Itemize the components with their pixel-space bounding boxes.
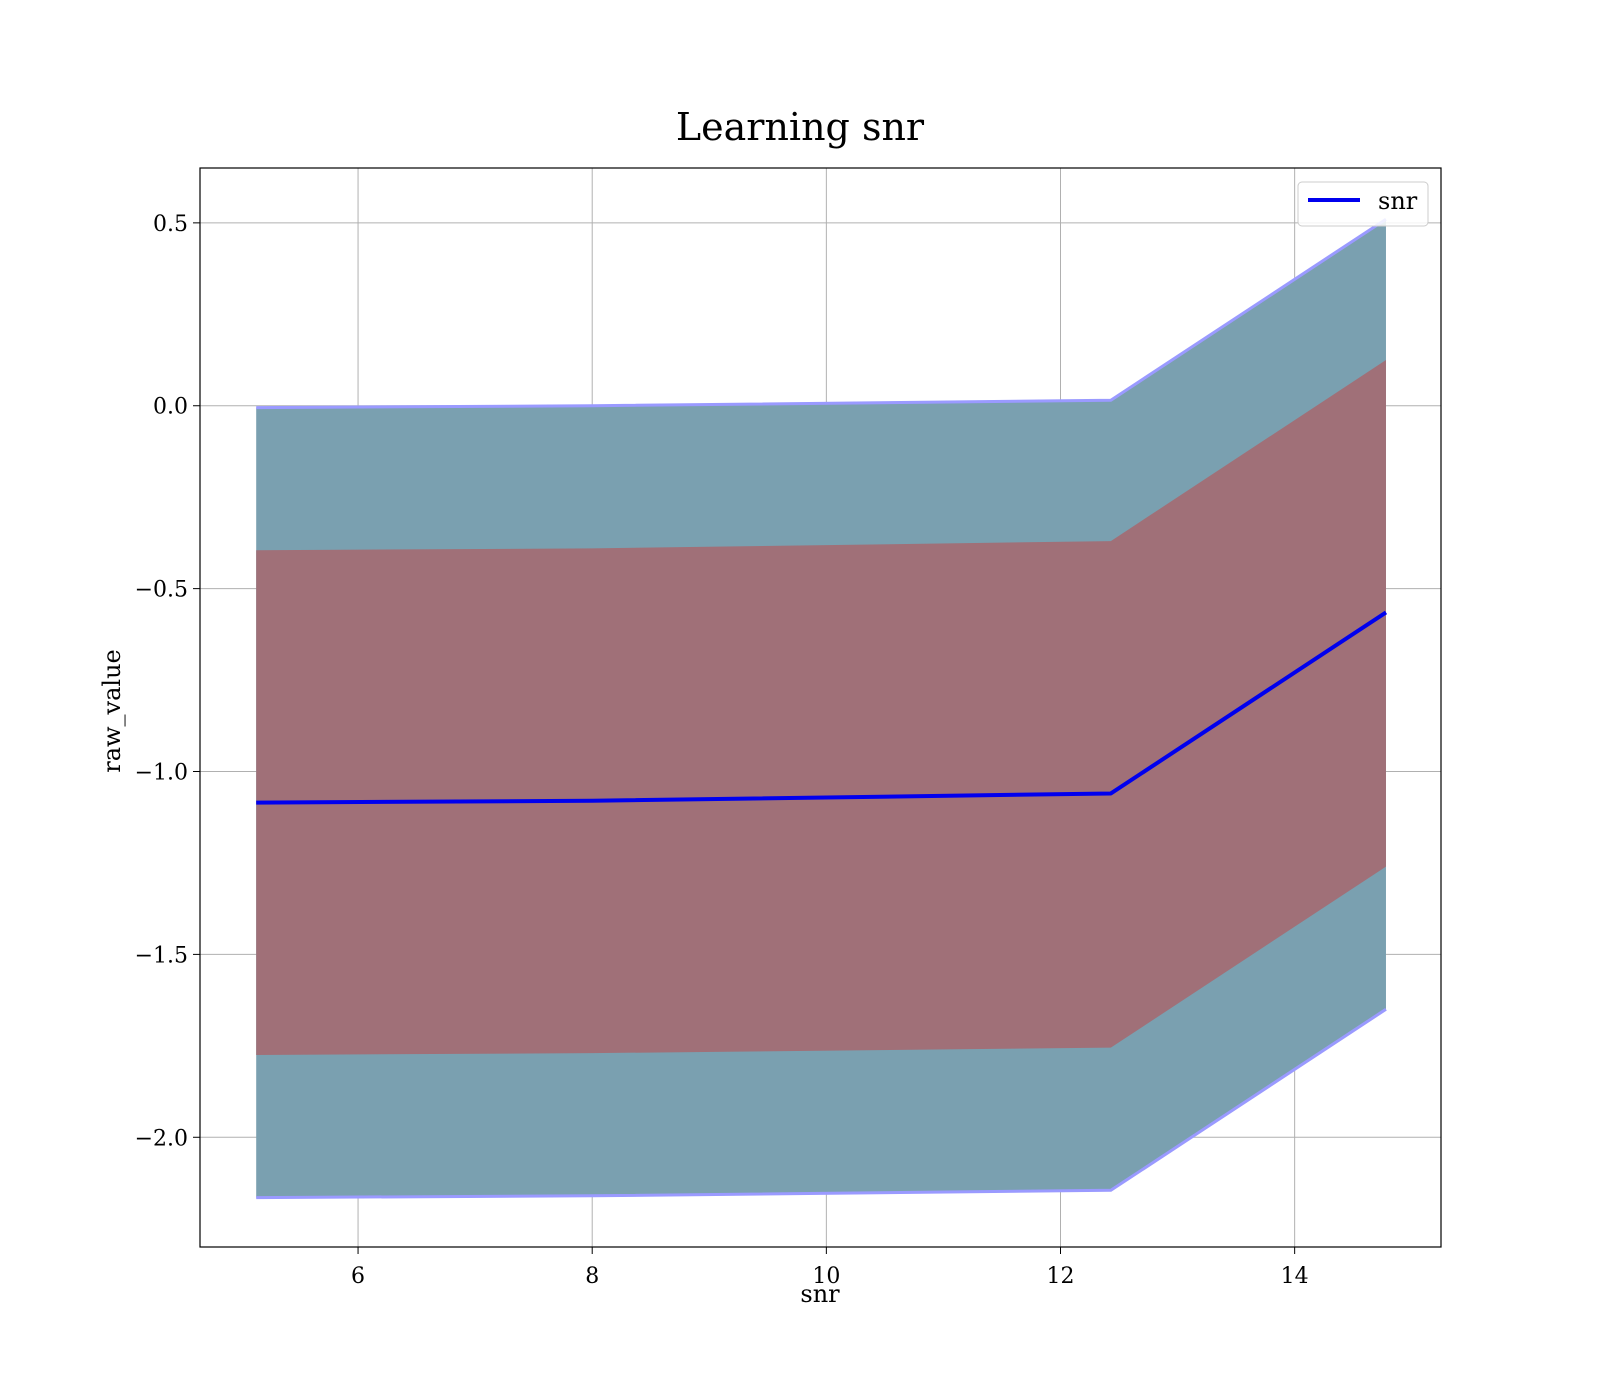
x-axis-label: snr	[800, 1280, 840, 1308]
y-tick-label: −1.5	[135, 943, 188, 968]
series-lines	[256, 610, 1388, 805]
y-tick-label: −2.0	[135, 1126, 188, 1151]
y-tick-label: −1.0	[135, 761, 188, 786]
y-tick-label: 0.5	[153, 212, 188, 237]
x-tick-label: 14	[1281, 1264, 1309, 1289]
legend: snr	[1297, 181, 1429, 227]
y-tick-label: 0.0	[153, 395, 188, 420]
legend-box	[1297, 181, 1429, 227]
x-tick-label: 12	[1047, 1264, 1075, 1289]
axis-ticks: 6 8 10 12 14 0.5 0.0 −0.5 −1.0 −1.5 −2.0	[135, 212, 1309, 1289]
chart-title: Learning snr	[676, 105, 925, 149]
confidence-bands	[256, 217, 1387, 1200]
y-axis-label: raw_value	[98, 649, 126, 773]
legend-label: snr	[1378, 187, 1418, 215]
plot-frame	[199, 167, 1442, 1248]
series-line-snr	[256, 610, 1388, 805]
x-tick-label: 6	[351, 1264, 365, 1289]
y-tick-label: −0.5	[135, 578, 188, 603]
x-tick-label: 8	[585, 1264, 599, 1289]
band-outer-lower-edge	[256, 1008, 1387, 1200]
band-outer-upper-edge	[256, 217, 1387, 410]
x-tick-label: 10	[812, 1264, 840, 1289]
band-inner	[256, 360, 1386, 1055]
